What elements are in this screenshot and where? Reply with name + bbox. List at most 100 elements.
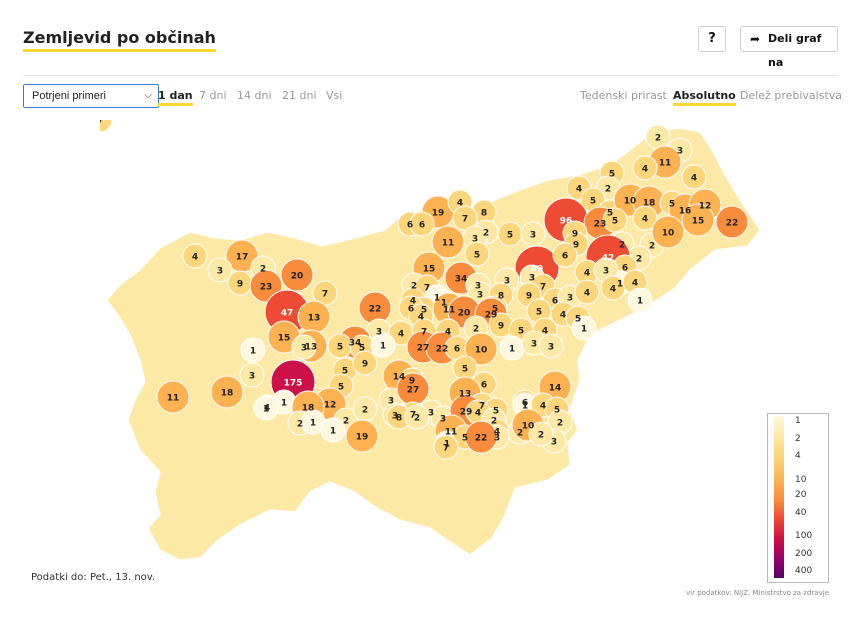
tab-mode-weekly-growth[interactable]: Tedenski prirast	[580, 89, 667, 102]
municipality-value-label: 16	[679, 207, 692, 217]
municipality-region[interactable]	[182, 243, 208, 269]
municipality-region[interactable]	[320, 417, 346, 443]
municipality-value-label: 4	[264, 404, 270, 414]
municipality-region[interactable]	[602, 207, 628, 233]
municipality-value-label: 5	[518, 327, 524, 337]
municipality-value-label: 49	[531, 265, 544, 275]
municipality-value-label: 12	[699, 202, 712, 212]
municipality-region[interactable]	[370, 332, 396, 358]
municipality-value-label: 8	[498, 292, 504, 302]
share-arrow-icon: ➦	[750, 32, 761, 46]
municipality-region[interactable]	[571, 315, 597, 341]
municipality-value-label: 4	[542, 327, 548, 337]
municipality-value-label: 10	[662, 229, 675, 239]
metric-select[interactable]: Potrjeni primeri ⌵	[23, 84, 159, 108]
municipality-value-label: 3	[217, 267, 223, 277]
municipality-value-label: 10	[522, 422, 535, 432]
tab-range-14-days[interactable]: 14 dni	[237, 89, 272, 102]
municipality-value-label: 9	[573, 241, 579, 251]
municipality-region[interactable]	[632, 155, 658, 181]
municipality-region[interactable]	[352, 350, 378, 376]
municipality-value-label: 1	[617, 280, 623, 290]
municipality-value-label: 4	[192, 253, 198, 263]
tab-range-all[interactable]: Vsi	[326, 89, 343, 102]
municipality-region[interactable]	[253, 395, 279, 421]
municipality-region[interactable]	[207, 257, 233, 283]
municipality-value-label: 3	[494, 434, 500, 444]
municipality-value-label: 6	[454, 345, 460, 355]
municipality-region[interactable]	[464, 332, 498, 366]
municipality-region[interactable]	[464, 420, 498, 454]
municipality-region[interactable]	[632, 205, 658, 231]
municipality-region[interactable]	[433, 434, 459, 460]
municipality-value-label: 2	[483, 229, 489, 239]
municipality-value-label: 18	[221, 389, 234, 399]
help-button[interactable]: ?	[698, 26, 726, 52]
municipality-value-label: 1	[330, 427, 336, 437]
municipality-value-label: 15	[692, 217, 705, 227]
municipality-value-label: 6	[481, 381, 487, 391]
municipality-value-label: 3	[388, 397, 394, 407]
municipality-value-label: 29	[485, 311, 498, 321]
header-divider	[23, 75, 838, 76]
municipality-value-label: 4	[457, 199, 463, 209]
municipality-region[interactable]	[681, 203, 715, 237]
tab-mode-absolute[interactable]: Absolutno	[673, 89, 736, 106]
municipality-region[interactable]	[404, 404, 430, 430]
municipality-region[interactable]	[431, 225, 465, 259]
municipality-value-label: 7	[424, 284, 430, 294]
municipality-region[interactable]	[156, 380, 190, 414]
municipality-value-label: 4	[560, 311, 566, 321]
municipality-value-label: 2	[473, 325, 479, 335]
tab-range-7-days[interactable]: 7 dni	[199, 89, 227, 102]
municipality-region[interactable]	[681, 164, 707, 190]
legend-tick-label: 20	[795, 490, 807, 500]
municipality-value-label: 27	[407, 386, 420, 396]
municipality-value-label: 11	[442, 239, 455, 249]
share-button[interactable]: ➦ Deli graf na	[740, 26, 838, 69]
municipality-value-label: 175	[284, 379, 303, 389]
municipality-value-label: 2	[414, 414, 420, 424]
municipality-value-label: 9	[526, 292, 532, 302]
tab-range-21-days[interactable]: 21 dni	[282, 89, 317, 102]
legend-tick-label: 10	[795, 475, 807, 485]
municipality-region[interactable]	[715, 205, 749, 239]
municipality-value-label: 1	[581, 325, 587, 335]
municipality-value-label: 10	[475, 346, 488, 356]
municipality-value-label: 5	[492, 305, 498, 315]
municipality-region[interactable]	[210, 375, 244, 409]
municipality-region[interactable]	[528, 421, 554, 447]
municipality-value-label: 3	[548, 343, 554, 353]
municipality-region[interactable]	[552, 242, 578, 268]
municipality-region[interactable]	[574, 279, 600, 305]
municipality-value-label: 7	[100, 120, 103, 127]
tab-range-1-day[interactable]: 1 dan	[158, 89, 193, 106]
municipality-region[interactable]	[240, 337, 266, 363]
municipality-value-label: 4	[691, 174, 697, 184]
municipality-value-label: 3	[428, 409, 434, 419]
municipality-region[interactable]	[345, 419, 379, 453]
municipality-value-label: 5	[554, 406, 560, 416]
municipality-value-label: 6	[562, 252, 568, 262]
municipality-region[interactable]	[291, 334, 317, 360]
municipality-value-label: 1	[444, 440, 450, 450]
municipality-value-label: 2	[557, 419, 563, 429]
municipality-region[interactable]	[464, 241, 490, 267]
municipality-value-label: 19	[356, 433, 369, 443]
legend-tick-label: 40	[795, 508, 807, 518]
municipality-value-label: 7	[443, 444, 449, 454]
tab-mode-population-share[interactable]: Delež prebivalstva	[740, 89, 843, 102]
municipality-region[interactable]	[651, 215, 685, 249]
municipality-value-label: 9	[498, 322, 504, 332]
municipality-region[interactable]	[239, 362, 265, 388]
municipality-region[interactable]	[280, 258, 314, 292]
municipality-region[interactable]	[538, 333, 564, 359]
municipality-value-label: 2	[538, 431, 544, 441]
municipality-value-label: 4	[632, 279, 638, 289]
municipality-region[interactable]	[452, 205, 478, 231]
municipality-region[interactable]	[100, 120, 113, 133]
municipality-region[interactable]	[627, 287, 653, 313]
municipality-region[interactable]	[409, 211, 435, 237]
municipality-value-label: 6	[407, 221, 413, 231]
